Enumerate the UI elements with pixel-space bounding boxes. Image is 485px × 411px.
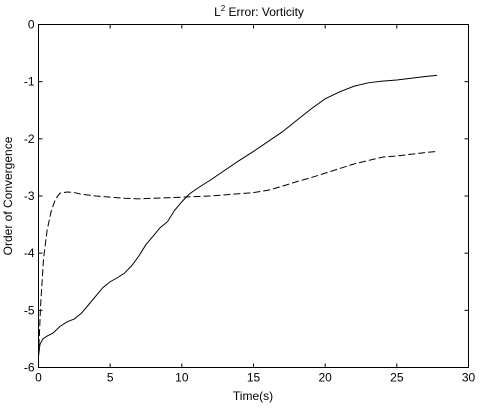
y-axis-label: Order of Convergence (1, 136, 15, 255)
y-tick-label: -4 (24, 246, 35, 260)
y-tick-label: -1 (24, 75, 35, 89)
x-tick-label: 20 (318, 371, 332, 385)
x-axis-label: Time(s) (233, 389, 273, 403)
x-tick-label: 5 (107, 371, 114, 385)
y-tick-label: -2 (24, 132, 35, 146)
chart-title-rest: Error: Vorticity (225, 5, 304, 19)
series-layer (38, 74, 438, 357)
x-tick-label: 15 (247, 371, 261, 385)
series-line-solid (38, 74, 438, 357)
y-tick-label: -3 (24, 189, 35, 203)
chart-title: L2 Error: Vorticity (214, 4, 304, 19)
y-tick-label: 0 (28, 18, 35, 32)
chart-title-superscript: 2 (221, 4, 226, 13)
x-tick-label: 25 (390, 371, 404, 385)
y-tick-label: -5 (24, 303, 35, 317)
series-line-dashed (38, 150, 438, 357)
x-tick-label: 0 (35, 371, 42, 385)
x-tick-label: 10 (175, 371, 189, 385)
y-tick-label: -6 (24, 361, 35, 375)
x-tick-label: 30 (462, 371, 476, 385)
chart-title-base: L (214, 5, 221, 19)
plot-area (38, 24, 469, 368)
axis-ticks: 0 5 10 15 20 25 30 0 -1 -2 -3 -4 -5 -6 (24, 18, 476, 385)
